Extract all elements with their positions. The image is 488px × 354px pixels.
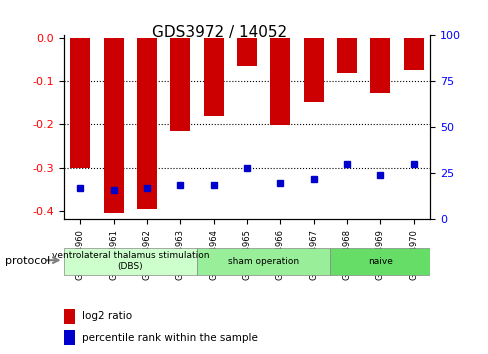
Bar (336, 38, 356, 73)
Bar (203, 38, 223, 115)
Bar (270, 38, 290, 125)
Bar (63, 309, 74, 324)
Text: ventrolateral thalamus stimulation
(DBS): ventrolateral thalamus stimulation (DBS) (51, 251, 208, 271)
Text: sham operation: sham operation (227, 257, 299, 266)
FancyBboxPatch shape (63, 247, 197, 275)
FancyBboxPatch shape (197, 247, 329, 275)
Text: log2 ratio: log2 ratio (82, 311, 132, 321)
Text: naive: naive (367, 257, 392, 266)
Bar (103, 38, 123, 213)
FancyBboxPatch shape (329, 247, 429, 275)
Bar (137, 38, 157, 209)
Bar (237, 38, 256, 66)
Bar (403, 38, 423, 70)
Text: percentile rank within the sample: percentile rank within the sample (82, 332, 257, 343)
Bar (303, 38, 323, 102)
Bar (70, 38, 90, 167)
Bar (170, 38, 190, 131)
Bar (369, 38, 389, 93)
Bar (63, 330, 74, 345)
Text: GDS3972 / 14052: GDS3972 / 14052 (152, 25, 287, 40)
Text: protocol: protocol (5, 256, 50, 266)
